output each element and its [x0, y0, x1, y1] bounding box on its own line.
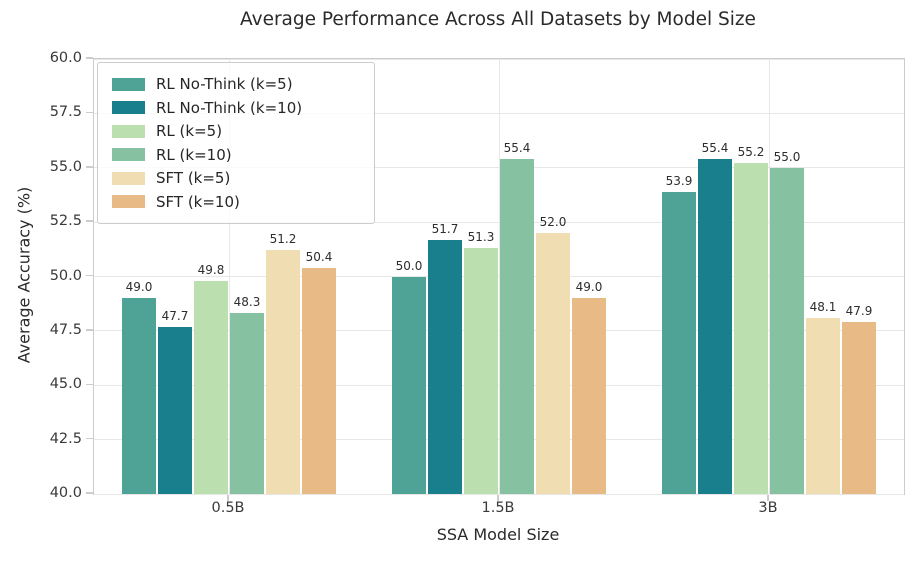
y-tick-mark	[86, 383, 93, 385]
y-tick-mark	[86, 329, 93, 331]
legend-label: RL No-Think (k=5)	[156, 75, 293, 93]
legend-label: RL (k=5)	[156, 122, 223, 140]
y-tick-mark	[86, 437, 93, 440]
y-tick-label: 50.0	[49, 267, 82, 284]
bar	[572, 298, 606, 494]
bar	[266, 250, 300, 494]
legend-swatch	[112, 124, 145, 138]
bar	[698, 159, 732, 494]
y-gridline	[94, 493, 904, 495]
legend-label: RL (k=10)	[156, 145, 232, 164]
y-tick-mark	[86, 274, 93, 277]
bar-value-label: 55.4	[701, 141, 729, 156]
y-tick-label: 60.0	[49, 50, 82, 66]
x-tick-mark	[497, 494, 499, 501]
legend-item: RL No-Think (k=10)	[112, 99, 360, 117]
x-gridline	[768, 59, 770, 494]
legend-swatch	[112, 195, 145, 208]
legend-swatch	[112, 101, 145, 114]
bar	[302, 267, 336, 494]
legend-swatch	[112, 171, 145, 185]
bar	[392, 276, 426, 494]
bar	[230, 313, 264, 494]
bar	[122, 298, 156, 494]
bar-value-label: 49.8	[197, 262, 225, 277]
x-tick-label: 1.5B	[481, 500, 515, 516]
bar-value-label: 55.4	[503, 141, 531, 156]
bar	[464, 248, 498, 494]
y-tick-label: 55.0	[49, 158, 82, 175]
x-tick-mark	[767, 494, 769, 501]
y-tick-mark	[86, 111, 93, 114]
bar-value-label: 51.3	[467, 230, 495, 245]
bar	[806, 317, 840, 494]
bar	[536, 233, 570, 494]
y-tick-mark	[86, 220, 93, 222]
bar	[662, 191, 696, 494]
legend: RL No-Think (k=5) RL No-Think (k=10) RL (k…	[97, 62, 375, 224]
legend-item: RL No-Think (k=5)	[112, 75, 360, 93]
legend-label: RL No-Think (k=10)	[156, 98, 303, 117]
legend-label: SFT (k=10)	[156, 192, 240, 211]
bar-value-label: 50.0	[395, 258, 423, 273]
bar	[194, 280, 228, 494]
bar-value-label: 47.7	[161, 308, 189, 323]
bar-value-label: 47.9	[845, 304, 873, 319]
y-tick-label: 40.0	[49, 485, 82, 501]
y-tick-label: 57.5	[49, 104, 82, 121]
legend-item: RL (k=5)	[112, 122, 360, 140]
x-tick-label: 3B	[758, 500, 778, 516]
legend-label: SFT (k=5)	[156, 169, 231, 187]
bar-value-label: 55.2	[737, 145, 765, 160]
legend-swatch	[112, 77, 145, 91]
bar	[734, 163, 768, 494]
bar-value-label: 51.2	[269, 232, 297, 247]
bar-value-label: 49.0	[125, 280, 153, 295]
chart-title: Average Performance Across All Datasets …	[240, 9, 756, 30]
bar	[842, 322, 876, 494]
bar-value-label: 50.4	[305, 249, 333, 264]
bar	[770, 167, 804, 494]
legend-item: RL (k=10)	[112, 146, 360, 164]
y-tick-label: 42.5	[49, 430, 82, 447]
legend-swatch	[112, 148, 145, 161]
legend-item: SFT (k=10)	[112, 193, 360, 211]
x-axis-title: SSA Model Size	[436, 525, 560, 544]
x-tick-label: 0.5B	[211, 500, 245, 516]
y-tick-label: 45.0	[49, 376, 82, 393]
y-tick-label: 47.5	[49, 321, 82, 338]
y-tick-mark	[86, 166, 93, 168]
bar	[158, 326, 192, 494]
bar-value-label: 52.0	[539, 215, 567, 229]
y-tick-mark	[86, 492, 93, 494]
bar	[500, 159, 534, 494]
x-gridline	[498, 59, 500, 494]
x-tick-mark	[227, 494, 229, 501]
x-gridline	[228, 59, 230, 494]
y-tick-label: 52.5	[49, 213, 82, 230]
legend-item: SFT (k=5)	[112, 169, 360, 187]
plot-area: 49.0 50.0 53.9 47.7 51.7 55.4 49.8 51.3 55.2 48.3…	[93, 58, 905, 495]
bar-value-label: 48.1	[809, 299, 837, 314]
bar-value-label: 53.9	[665, 173, 693, 188]
bar-value-label: 49.0	[575, 280, 603, 295]
bar-value-label: 48.3	[233, 295, 261, 310]
y-tick-mark	[86, 57, 93, 59]
bar-value-label: 55.0	[773, 149, 801, 164]
bar	[428, 239, 462, 494]
bar-value-label: 51.7	[431, 221, 459, 236]
